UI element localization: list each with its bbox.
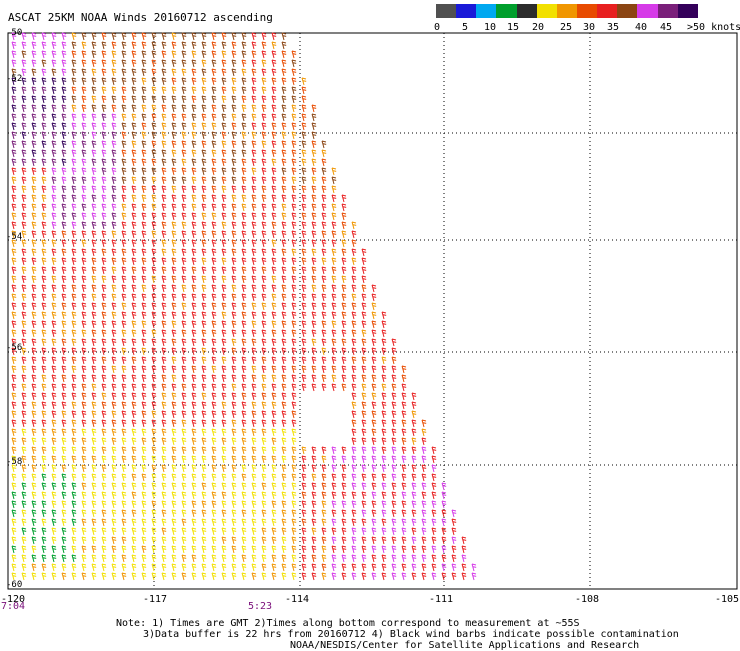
legend-swatch: [456, 4, 477, 18]
x-tick-label: -114: [285, 594, 310, 605]
legend-swatch: [496, 4, 517, 18]
time-label: 5:23: [248, 601, 273, 612]
wind-barb-group: [11, 86, 117, 230]
legend-swatch: [677, 4, 698, 18]
legend-swatch: [576, 4, 598, 18]
legend-tick-labels: 0 5 10 15 20 25 30 35 40 45 >50 knots: [434, 22, 740, 34]
legend-tick: 20: [532, 22, 545, 33]
legend-tick: 40: [635, 22, 648, 33]
legend-tick: 5: [462, 22, 469, 33]
wind-barb-group: [11, 473, 77, 563]
wind-barb-group: [11, 32, 477, 581]
legend-color-bar: [436, 4, 698, 18]
x-tick-label: -120: [1, 594, 26, 605]
legend-swatch: [657, 4, 678, 18]
legend-tick: 10: [484, 22, 497, 33]
wind-barb-group: [11, 77, 67, 167]
legend-swatch: [617, 4, 638, 18]
wind-barb-group: [11, 32, 337, 185]
legend-tick: 0: [434, 22, 441, 33]
y-tick-label: -52: [6, 74, 23, 84]
legend-tick: >50 knots: [687, 22, 740, 33]
legend-swatch: [476, 4, 497, 18]
legend-swatch: [556, 4, 577, 18]
y-tick-label: -54: [6, 232, 23, 242]
footnote-line-1: Note: 1) Times are GMT 2)Times along bot…: [116, 618, 580, 629]
x-tick-label: -108: [575, 594, 600, 605]
legend-tick: 45: [660, 22, 673, 33]
y-tick-label: -56: [6, 343, 23, 353]
legend-swatch: [516, 4, 537, 18]
x-tick-label: -105: [715, 594, 740, 605]
wind-barbs: [11, 32, 477, 581]
legend-swatch: [597, 4, 618, 18]
wind-barb-group: [11, 428, 297, 581]
legend-tick: 35: [607, 22, 620, 33]
map-frame: [7, 32, 738, 590]
footnote-line-2: 3)Data buffer is 22 hrs from 20160712 4)…: [143, 629, 679, 640]
legend-swatch: [536, 4, 557, 18]
legend-swatch: [436, 4, 457, 18]
wind-barb-group: [11, 32, 467, 581]
map-title: ASCAT 25KM NOAA Winds 20160712 ascending: [8, 11, 273, 24]
legend-tick: 25: [560, 22, 573, 33]
time-label: 7:04: [1, 601, 26, 612]
y-tick-label: -58: [6, 457, 23, 467]
x-tick-label: -117: [143, 594, 168, 605]
legend-tick: 30: [583, 22, 596, 33]
legend-swatch: [637, 4, 658, 18]
footnote-line-3: NOAA/NESDIS/Center for Satellite Applica…: [290, 640, 640, 651]
y-tick-label: -60: [6, 580, 23, 590]
y-tick-label: -50: [6, 28, 23, 38]
legend-tick: 15: [507, 22, 520, 33]
x-tick-label: -111: [429, 594, 454, 605]
wind-barb-group: [11, 32, 427, 581]
wind-barb-group: [61, 32, 427, 572]
